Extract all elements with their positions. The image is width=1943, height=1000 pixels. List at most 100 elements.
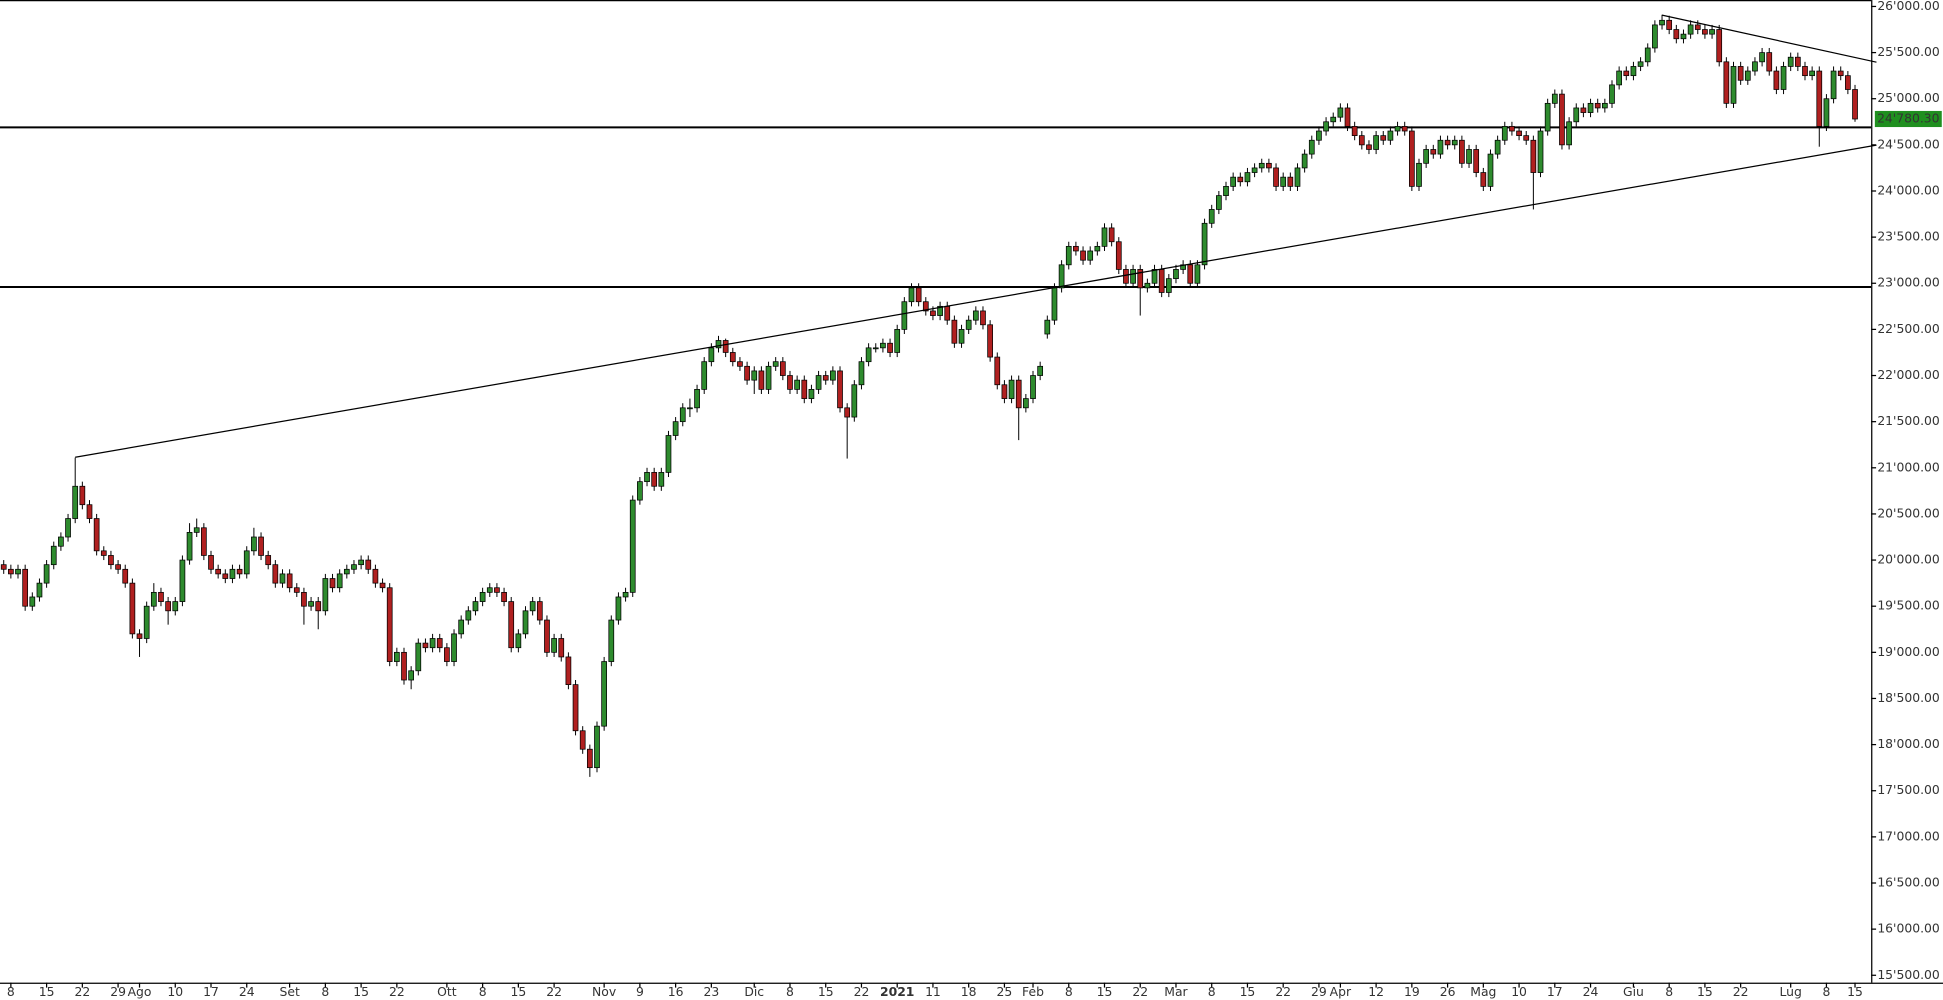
candle-body (1752, 61, 1758, 72)
candle-body (1744, 70, 1751, 81)
candle-body (715, 340, 722, 349)
candle-body (1823, 98, 1830, 127)
candle-body (394, 651, 400, 662)
candle-body (408, 670, 414, 681)
candle-body (329, 578, 336, 589)
candle-body (1845, 75, 1851, 90)
candle-body (536, 601, 543, 621)
candle-body (1780, 66, 1787, 90)
candle-body (251, 536, 257, 552)
candle-body (1501, 126, 1508, 141)
candle-body (1258, 162, 1265, 169)
candle-body (1630, 66, 1637, 77)
candle-body (1709, 29, 1715, 35)
candle-body (343, 568, 350, 575)
x-tick-label: Ott (437, 984, 457, 999)
candle-body (1516, 130, 1522, 137)
candle-body (865, 347, 872, 363)
candle-body (908, 287, 915, 303)
candle-body (236, 568, 243, 575)
candle-body (1702, 29, 1708, 35)
candle-body (722, 340, 729, 353)
candle-body (1587, 102, 1594, 113)
candle-body (8, 568, 14, 575)
candle-body (579, 730, 586, 750)
candle-body (1644, 47, 1651, 63)
candle-body (1094, 245, 1101, 252)
last-price-box (1874, 110, 1942, 128)
candle-body (1308, 139, 1315, 155)
x-tick-label: 12 (1368, 984, 1384, 999)
candle-body (108, 555, 114, 566)
candle-body (1001, 384, 1008, 399)
candle-body (758, 370, 765, 390)
candle-body (1394, 126, 1401, 132)
candle-body (415, 642, 422, 672)
candle-body (1737, 66, 1744, 81)
candle-body (1294, 167, 1301, 187)
candle-body (1573, 107, 1580, 123)
x-tick-label: 29 (1311, 984, 1327, 999)
candle-body (208, 555, 214, 570)
x-tick-label: 15 (818, 984, 834, 999)
x-tick-label: 8 (1208, 984, 1216, 999)
candle-body (50, 545, 57, 566)
candle-body (58, 536, 64, 547)
candle-body (1580, 107, 1587, 113)
candle-body (586, 748, 593, 769)
candle-body (15, 568, 21, 575)
candle-body (887, 342, 893, 353)
candle-body (186, 532, 193, 561)
x-tick-label: 22 (74, 984, 90, 999)
y-tick-label: 24'000.00 (1877, 182, 1940, 197)
candle-body (36, 582, 43, 598)
candle-body (458, 619, 465, 635)
candle-body (1523, 135, 1530, 141)
candle-body (1551, 93, 1558, 104)
candle-body (1051, 287, 1058, 321)
candle-body (365, 559, 372, 570)
candle-body (1244, 172, 1251, 183)
x-tick-label: Nov (592, 984, 616, 999)
y-tick-label: 24'500.00 (1877, 136, 1940, 151)
candle-body (1809, 70, 1815, 77)
candle-body (1130, 269, 1136, 284)
x-tick-label: 8 (1665, 984, 1673, 999)
y-tick-label: 23'500.00 (1877, 229, 1940, 244)
x-tick-label: 22 (854, 984, 870, 999)
candle-body (837, 370, 843, 409)
candle-body (486, 587, 493, 593)
candle-body (551, 638, 557, 653)
x-tick-label: 24 (239, 984, 255, 999)
candle-body (193, 527, 200, 533)
candle-body (65, 518, 71, 538)
y-tick-label: 20'000.00 (1877, 552, 1940, 567)
candle-body (765, 365, 772, 390)
candle-body (787, 375, 793, 390)
x-tick-label: 10 (167, 984, 183, 999)
candle-body (1416, 162, 1422, 187)
candle-body (1187, 264, 1194, 284)
candle-body (286, 573, 293, 589)
candle-body (558, 638, 565, 658)
candle-body (965, 319, 972, 330)
candle-body (1073, 245, 1079, 252)
x-tick-label: Set (279, 984, 299, 999)
y-tick-label: 17'500.00 (1877, 782, 1940, 797)
candle-body (0, 564, 7, 570)
candle-body (694, 388, 700, 409)
candle-body (1251, 167, 1258, 173)
candle-body (1030, 375, 1036, 399)
candle-body (529, 601, 536, 612)
candle-body (1008, 379, 1015, 399)
x-tick-label: 15 (39, 984, 55, 999)
candle-body (93, 518, 100, 552)
candle-body (1723, 61, 1730, 104)
candle-body (279, 573, 286, 584)
candle-body (651, 472, 658, 487)
candle-body (980, 310, 986, 326)
candle-body (808, 388, 815, 399)
candle-body (301, 591, 307, 607)
candle-body (229, 568, 236, 579)
